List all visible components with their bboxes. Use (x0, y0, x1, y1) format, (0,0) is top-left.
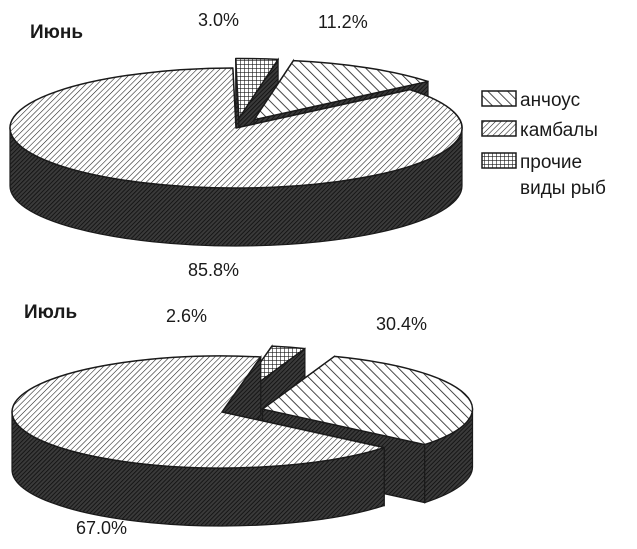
june-slice-flounder (9, 67, 463, 247)
legend-swatch-flounder (481, 120, 517, 137)
june-label-flounder: 85.8% (188, 260, 239, 280)
july-label-anchovy: 30.4% (376, 314, 427, 334)
july-slice-flounder (11, 355, 385, 527)
legend: анчоус камбалы прочие виды рыб (481, 90, 606, 199)
legend-label-anchovy: анчоус (520, 90, 580, 111)
june-label-other: 3.0% (198, 10, 239, 30)
june-title: Июнь (30, 22, 83, 43)
june-pie (9, 57, 463, 247)
july-title: Июль (24, 302, 77, 323)
legend-swatch-other (481, 152, 517, 169)
june-label-anchovy: 11.2% (318, 12, 368, 32)
legend-label-flounder: камбалы (520, 120, 598, 141)
legend-label-other-line2: виды рыб (520, 178, 606, 199)
legend-swatch-anchovy (481, 90, 517, 107)
july-label-flounder: 67.0% (76, 518, 127, 538)
july-label-other: 2.6% (166, 306, 207, 326)
july-pie (11, 344, 474, 527)
legend-label-other-line1: прочие (520, 152, 582, 173)
